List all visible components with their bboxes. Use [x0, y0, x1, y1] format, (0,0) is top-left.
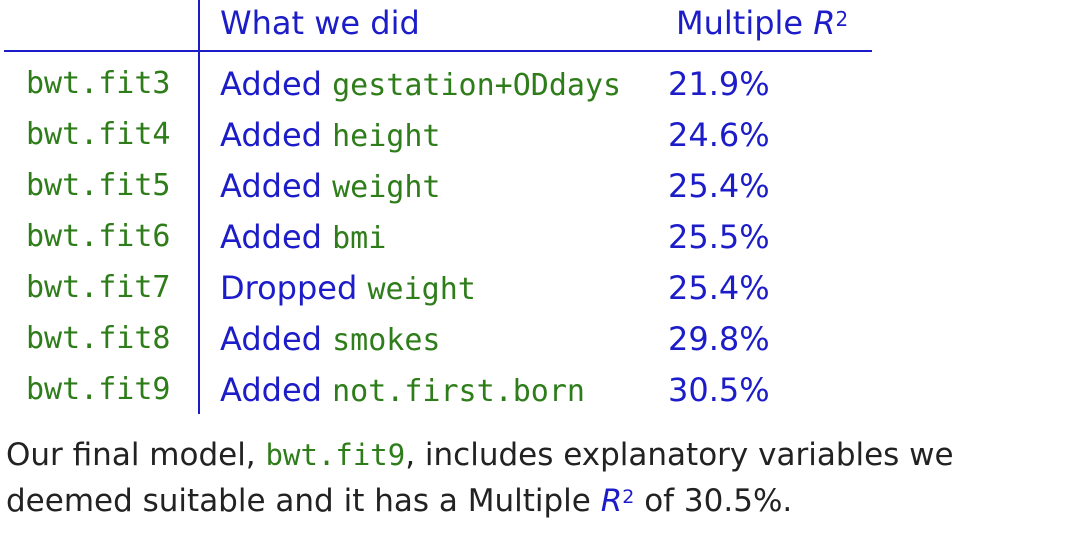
conclusion-paragraph: Our final model, bwt.fit9, includes expl… [6, 432, 1066, 524]
model-name: bwt.fit7 [26, 270, 171, 305]
model-name: bwt.fit9 [26, 372, 171, 407]
change-verb: Added [220, 65, 322, 103]
model-change: Added bmi [220, 215, 386, 261]
table-row: bwt.fit8 Added smokes 29.8% [0, 313, 1071, 365]
multiple-r2-value: 29.8% [668, 320, 770, 358]
table-row: bwt.fit5 Added weight 25.4% [0, 160, 1071, 212]
conclusion-r-exponent: 2 [622, 486, 635, 508]
change-variable: smokes [332, 323, 441, 358]
model-change: Added weight [220, 164, 441, 210]
change-variable: not.first.born [332, 374, 585, 409]
table-row: bwt.fit4 Added height 24.6% [0, 109, 1071, 161]
header-r-exponent: 2 [835, 7, 849, 31]
change-verb: Dropped [220, 269, 358, 307]
model-change: Dropped weight [220, 266, 476, 312]
change-variable: height [332, 119, 441, 154]
multiple-r2-value: 25.4% [668, 167, 770, 205]
change-verb: Added [220, 116, 322, 154]
model-name: bwt.fit3 [26, 66, 171, 101]
change-variable: bmi [332, 221, 387, 256]
table-row: bwt.fit6 Added bmi 25.5% [0, 211, 1071, 263]
header-r-symbol: R [813, 4, 836, 42]
conclusion-r-symbol: R [600, 483, 623, 519]
change-verb: Added [220, 218, 322, 256]
model-change: Added gestation+ODdays [220, 62, 621, 108]
multiple-r2-value: 30.5% [668, 371, 770, 409]
multiple-r2-value: 24.6% [668, 116, 770, 154]
change-variable: weight [367, 272, 476, 307]
table-header-rule [4, 50, 872, 52]
model-change: Added height [220, 113, 441, 159]
conclusion-text-3: of 30.5%. [634, 483, 793, 519]
multiple-r2-value: 25.5% [668, 218, 770, 256]
model-name: bwt.fit8 [26, 321, 171, 356]
model-name: bwt.fit6 [26, 219, 171, 254]
change-verb: Added [220, 167, 322, 205]
change-verb: Added [220, 371, 322, 409]
header-what-we-did: What we did [220, 4, 420, 42]
model-name: bwt.fit4 [26, 117, 171, 152]
table-row: bwt.fit9 Added not.first.born 30.5% [0, 364, 1071, 416]
table-vertical-rule [198, 0, 200, 414]
conclusion-text-2: , includes explanatory variables we deem… [6, 437, 954, 519]
conclusion-text-1: Our final model, [6, 437, 266, 473]
table-row: bwt.fit3 Added gestation+ODdays 21.9% [0, 58, 1071, 110]
multiple-r2-value: 25.4% [668, 269, 770, 307]
conclusion-model-name: bwt.fit9 [265, 438, 406, 472]
change-variable: weight [332, 170, 441, 205]
model-change: Added not.first.born [220, 368, 585, 414]
header-multiple-r2: Multiple R2 [676, 4, 848, 42]
model-name: bwt.fit5 [26, 168, 171, 203]
model-change: Added smokes [220, 317, 441, 363]
change-variable: gestation+ODdays [332, 68, 622, 103]
change-verb: Added [220, 320, 322, 358]
table-row: bwt.fit7 Dropped weight 25.4% [0, 262, 1071, 314]
multiple-r2-value: 21.9% [668, 65, 770, 103]
header-multiple-label: Multiple [676, 4, 804, 42]
